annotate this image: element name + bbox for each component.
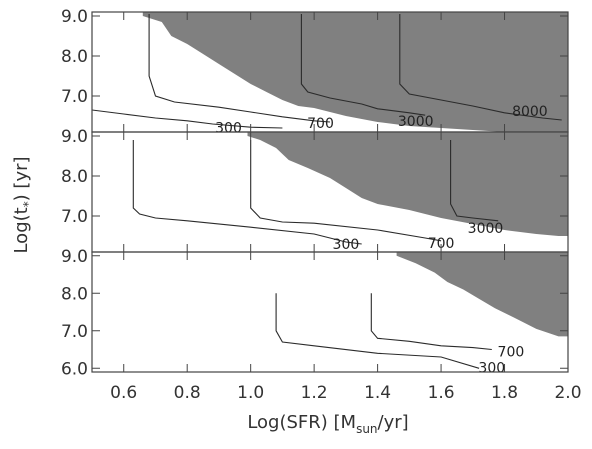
contour-700: [370, 293, 492, 351]
x-tick-label: 1.4: [364, 383, 391, 403]
y-tick-label: 7.0: [61, 207, 88, 227]
x-tick-label: 0.6: [110, 383, 137, 403]
x-tick-label: 2.0: [554, 383, 581, 403]
x-tick-labels: 0.6 0.8 1.0 1.2 1.4 1.6 1.8 2.0: [110, 383, 581, 403]
contour-700: [250, 140, 442, 242]
contour-label-700: 700: [307, 116, 334, 132]
contour-label-8000: 8000: [512, 104, 548, 120]
contour-label-3000: 3000: [398, 114, 434, 130]
contour-300: [275, 293, 480, 369]
contour-label-3000: 3000: [468, 221, 504, 237]
y-axis-title: Log(t*) [yr]: [11, 156, 35, 253]
contour-label-700: 700: [498, 344, 525, 360]
shaded-region: [396, 252, 568, 337]
x-tick-label: 0.8: [174, 383, 201, 403]
contour-3000: [450, 140, 499, 222]
contour-8000: [399, 14, 562, 121]
x-tick-label: 1.8: [491, 383, 518, 403]
y-tick-label: 7.0: [61, 322, 88, 342]
contour-3000: [300, 14, 426, 116]
shaded-region: [247, 132, 568, 236]
panel-1: 300 700 3000 8000 7.0 8.0 9.0: [61, 7, 569, 137]
y-tick-label: 8.0: [61, 167, 88, 187]
x-tick-label: 1.0: [237, 383, 264, 403]
panel-frame: [91, 251, 569, 373]
x-tick-label: 1.2: [301, 383, 328, 403]
y-tick-label: 9.0: [61, 127, 88, 147]
y-tick-label: 8.0: [61, 47, 88, 67]
contour-300: [132, 140, 362, 245]
contour-700: [148, 14, 331, 123]
x-tick-label: 1.6: [428, 383, 455, 403]
y-tick-label: 7.0: [61, 87, 88, 107]
y-tick-label: 9.0: [61, 7, 88, 27]
y-tick-label: 6.0: [61, 359, 88, 379]
contour-label-300: 300: [215, 121, 242, 137]
contour-label-300: 300: [478, 361, 505, 377]
contour-label-300: 300: [333, 237, 360, 253]
shaded-region: [142, 12, 568, 132]
x-axis-title: Log(SFR) [Msun/yr]: [247, 412, 408, 436]
y-tick-label: 9.0: [61, 247, 88, 267]
panel-1-plot-area: 300 700 3000 8000: [92, 12, 568, 137]
y-tick-label: 8.0: [61, 284, 88, 304]
